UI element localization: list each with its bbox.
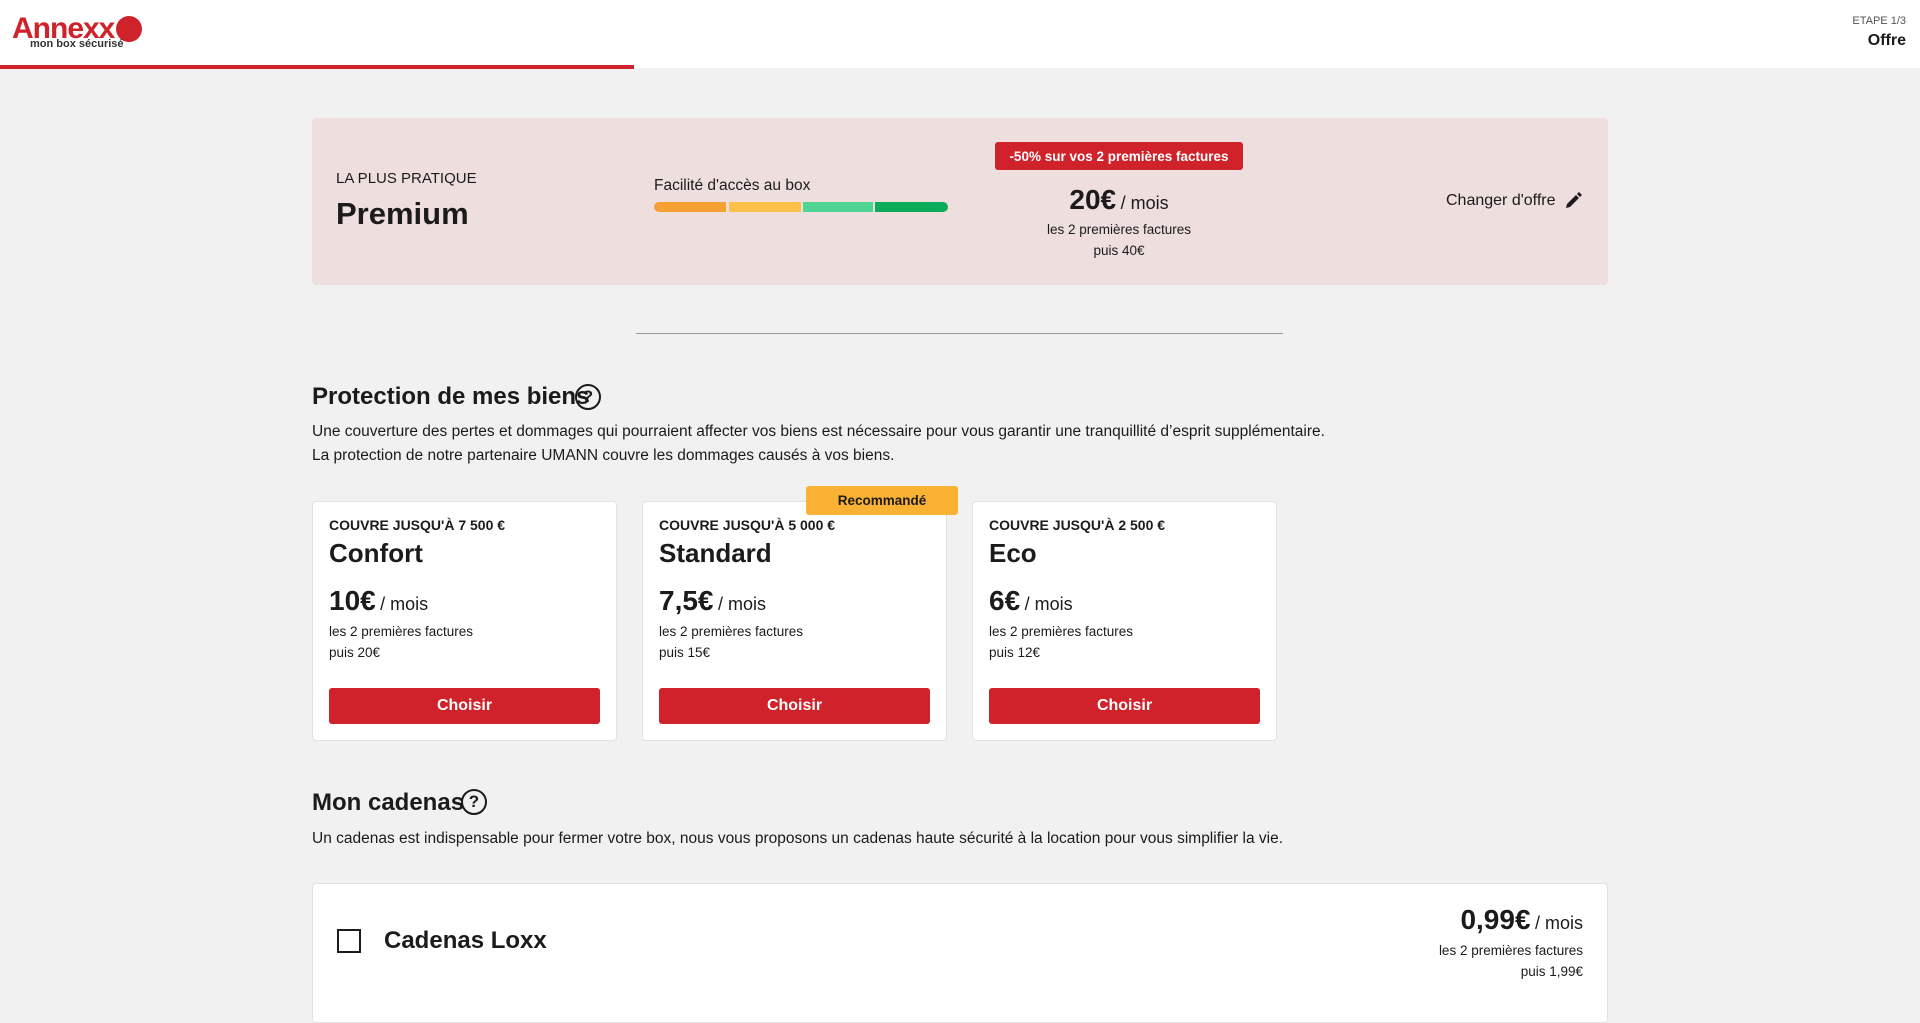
change-offer[interactable]: Changer d'offre xyxy=(1446,192,1556,209)
plan-price: 10€ / mois xyxy=(329,585,428,617)
paragraph: Une couverture des pertes et dommages qu… xyxy=(312,423,1325,440)
paragraph: La protection de notre partenaire UMANN … xyxy=(312,447,895,464)
plan-cover: COUVRE JUSQU'À 7 500 € xyxy=(329,517,506,533)
price-then: puis 15€ xyxy=(659,645,711,660)
edit-icon[interactable] xyxy=(1563,191,1583,211)
plan-price: 7,5€ / mois xyxy=(659,585,766,617)
price-then: puis 20€ xyxy=(329,645,381,660)
plan-name: Confort xyxy=(329,538,423,568)
offer-price: 20€ / mois xyxy=(995,184,1243,216)
price: 10€ xyxy=(329,585,376,616)
logo[interactable]: Annexx xyxy=(12,12,115,45)
plan-price: 6€ / mois xyxy=(989,585,1073,617)
price-then: puis 40€ xyxy=(1093,243,1145,258)
choose-button[interactable]: Choisir xyxy=(989,688,1260,724)
plan-name: Eco xyxy=(989,538,1037,568)
logo-tagline: mon box sécurisé xyxy=(30,38,124,50)
help-icon[interactable]: ? xyxy=(575,384,601,410)
price: 6€ xyxy=(989,585,1021,616)
plan-name: Standard xyxy=(659,538,772,568)
period: / mois xyxy=(1534,913,1583,933)
plan-cover: COUVRE JUSQU'À 5 000 € xyxy=(659,517,836,533)
lock-name: Cadenas Loxx xyxy=(384,927,547,954)
price: 7,5€ xyxy=(659,585,714,616)
period: / mois xyxy=(380,594,429,614)
access-segment xyxy=(729,202,801,212)
lock-price: 0,99€ / mois xyxy=(1460,904,1583,936)
choose-button[interactable]: Choisir xyxy=(659,688,930,724)
period: / mois xyxy=(717,594,766,614)
divider xyxy=(636,333,1283,334)
progress-bar xyxy=(0,65,634,69)
access-label: Facilité d'accès au box xyxy=(654,177,811,194)
access-segment xyxy=(803,202,873,212)
period: / mois xyxy=(1024,594,1073,614)
step: ETAPE 1/3 xyxy=(1852,15,1906,27)
offer-card xyxy=(312,118,1608,285)
promo-badge: -50% sur vos 2 premières factures xyxy=(995,142,1243,170)
recommended-badge: Recommandé xyxy=(806,486,958,515)
price-note: les 2 premières factures xyxy=(659,624,804,639)
price: 0,99€ xyxy=(1460,904,1531,935)
paragraph: Un cadenas est indispensable pour fermer… xyxy=(312,830,1284,847)
price-note: les 2 premières factures xyxy=(1438,943,1583,958)
price-then: puis 1,99€ xyxy=(1520,964,1583,979)
logo-icon xyxy=(116,16,142,42)
price-then: puis 12€ xyxy=(989,645,1041,660)
price: 20€ xyxy=(1069,184,1117,215)
checkbox[interactable] xyxy=(337,929,361,953)
access-segment xyxy=(654,202,726,212)
step-title: Offre xyxy=(1867,32,1906,49)
price-note: les 2 premières factures xyxy=(989,624,1134,639)
price-note: les 2 premières factures xyxy=(329,624,474,639)
help-icon[interactable]: ? xyxy=(461,789,487,815)
section-title: Protection de mes biens xyxy=(312,383,590,410)
choose-button[interactable]: Choisir xyxy=(329,688,600,724)
price-note: les 2 premières factures xyxy=(1046,222,1192,237)
section-title: Mon cadenas xyxy=(312,789,465,816)
offer-name: Premium xyxy=(336,196,469,231)
offer-tag: LA PLUS PRATIQUE xyxy=(336,170,477,187)
period: / mois xyxy=(1120,193,1169,213)
plan-cover: COUVRE JUSQU'À 2 500 € xyxy=(989,517,1166,533)
access-segment xyxy=(875,202,948,212)
header xyxy=(0,0,1920,68)
